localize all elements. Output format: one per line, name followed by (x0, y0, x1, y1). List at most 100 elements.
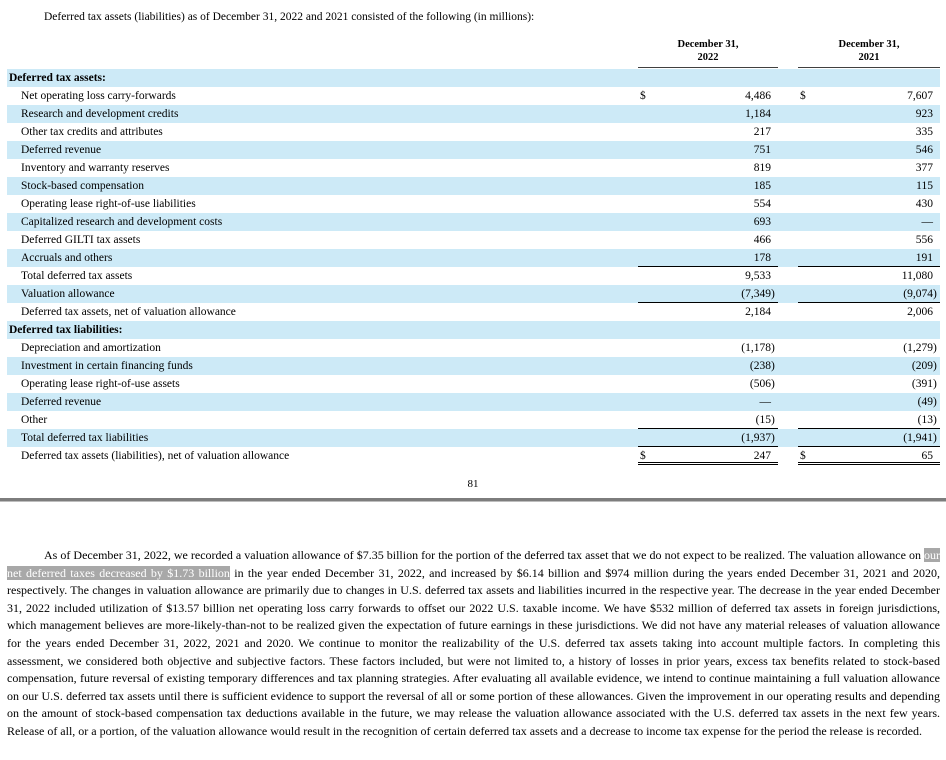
dollar-sign: $ (640, 90, 646, 102)
table-row: Deferred revenue 751 546 (7, 141, 940, 159)
value-cell-2022 (638, 321, 778, 339)
column-gap (778, 447, 798, 465)
value-cell-2022: (506 ) (638, 375, 778, 393)
closing-paren: ) (771, 342, 775, 354)
column-header-line1: December 31, (677, 39, 739, 50)
table-body: Deferred tax assets: Net operating loss … (7, 69, 940, 465)
table-row: Deferred GILTI tax assets 466 556 (7, 231, 940, 249)
closing-paren: ) (933, 378, 937, 390)
closing-paren: ) (771, 432, 775, 444)
closing-paren (771, 393, 778, 411)
value-2021: 7,607 (907, 90, 933, 102)
value-2021: 11,080 (901, 270, 933, 282)
table-row: Other (15 ) (13 ) (7, 411, 940, 429)
row-label: Operating lease right-of-use liabilities (21, 198, 196, 210)
value-cell-2021: 556 (798, 231, 940, 249)
dollar-sign: $ (640, 450, 646, 462)
column-gap (778, 321, 798, 339)
closing-paren (771, 123, 778, 141)
closing-paren: ) (771, 288, 775, 300)
value-2022: 9,533 (745, 270, 771, 282)
value-cell-2022: 1,184 (638, 105, 778, 123)
value-2022: 178 (753, 252, 771, 264)
closing-paren (771, 249, 778, 266)
row-label: Investment in certain financing funds (21, 360, 193, 372)
value-cell-2021: 546 (798, 141, 940, 159)
table-row: Deferred revenue — (49 ) (7, 393, 940, 411)
column-gap (778, 87, 798, 105)
table-row: Stock-based compensation 185 115 (7, 177, 940, 195)
row-label: Deferred tax assets (liabilities), net o… (21, 450, 290, 462)
value-2022 (640, 69, 771, 87)
value-2022: (1,937 (741, 432, 771, 444)
value-2022: 247 (753, 450, 771, 462)
value-cell-2022: 2,184 (638, 303, 778, 321)
row-label: Capitalized research and development cos… (21, 216, 223, 228)
column-gap (778, 285, 798, 303)
value-cell-2021: 191 (798, 249, 940, 267)
value-2021: (9,074 (903, 288, 933, 300)
closing-paren (771, 447, 778, 462)
value-2022: 2,184 (745, 306, 771, 318)
value-cell-2021: 335 (798, 123, 940, 141)
row-label: Total deferred tax assets (21, 270, 133, 282)
value-2021: 556 (915, 234, 933, 246)
value-2021: (49 (917, 396, 933, 408)
value-cell-2021: (49 ) (798, 393, 940, 411)
value-2022: 4,486 (745, 90, 771, 102)
closing-paren (933, 267, 940, 285)
value-2022: (1,178 (741, 342, 771, 354)
closing-paren (933, 231, 940, 249)
column-gap (778, 69, 798, 87)
value-2021: (1,279 (903, 342, 933, 354)
column-header-line2: 2022 (697, 52, 719, 63)
column-gap (778, 339, 798, 357)
closing-paren (771, 177, 778, 195)
row-label: Inventory and warranty reserves (21, 162, 170, 174)
value-2022: 217 (753, 126, 771, 138)
table-row: Inventory and warranty reserves 819 377 (7, 159, 940, 177)
row-label: Depreciation and amortization (21, 342, 161, 354)
value-cell-2022: (1,937 ) (638, 429, 778, 447)
closing-paren (933, 321, 940, 339)
value-cell-2022: 554 (638, 195, 778, 213)
column-gap (778, 213, 798, 231)
closing-paren: ) (933, 414, 937, 426)
row-label: Accruals and others (21, 252, 113, 264)
value-2021 (800, 69, 933, 87)
value-cell-2021: $ 65 (798, 447, 940, 465)
table-row: Accruals and others 178 191 (7, 249, 940, 267)
value-cell-2021: $ 7,607 (798, 87, 940, 105)
value-cell-2021: (1,279 ) (798, 339, 940, 357)
value-2022: (15 (755, 414, 771, 426)
value-cell-2022: (238 ) (638, 357, 778, 375)
value-2021: 335 (915, 126, 933, 138)
value-2021: 65 (921, 450, 934, 462)
column-header-2022: December 31, 2022 (638, 38, 778, 68)
closing-paren (771, 87, 778, 105)
closing-paren (933, 303, 940, 321)
table-row: Research and development credits 1,184 9… (7, 105, 940, 123)
column-gap (778, 159, 798, 177)
table-row: Total deferred tax assets 9,533 11,080 (7, 267, 940, 285)
row-label: Deferred tax liabilities: (9, 324, 123, 336)
table-row: Other tax credits and attributes 217 335 (7, 123, 940, 141)
column-gap (778, 357, 798, 375)
value-cell-2021: 115 (798, 177, 940, 195)
column-gap (778, 123, 798, 141)
table-header-row: December 31, 2022 December 31, 2021 (7, 38, 940, 68)
value-cell-2022: $ 4,486 (638, 87, 778, 105)
column-gap (778, 177, 798, 195)
column-gap (778, 141, 798, 159)
closing-paren (933, 87, 940, 105)
table-row: Total deferred tax liabilities (1,937 ) … (7, 429, 940, 447)
table-row: Net operating loss carry-forwards $ 4,48… (7, 87, 940, 105)
table-row: Depreciation and amortization (1,178 ) (… (7, 339, 940, 357)
closing-paren: ) (771, 360, 775, 372)
table-row: Operating lease right-of-use liabilities… (7, 195, 940, 213)
value-cell-2022: (1,178 ) (638, 339, 778, 357)
table-row: Valuation allowance (7,349 ) (9,074 ) (7, 285, 940, 303)
value-cell-2022: $ 247 (638, 447, 778, 465)
closing-paren (771, 69, 778, 87)
closing-paren: ) (933, 396, 937, 408)
